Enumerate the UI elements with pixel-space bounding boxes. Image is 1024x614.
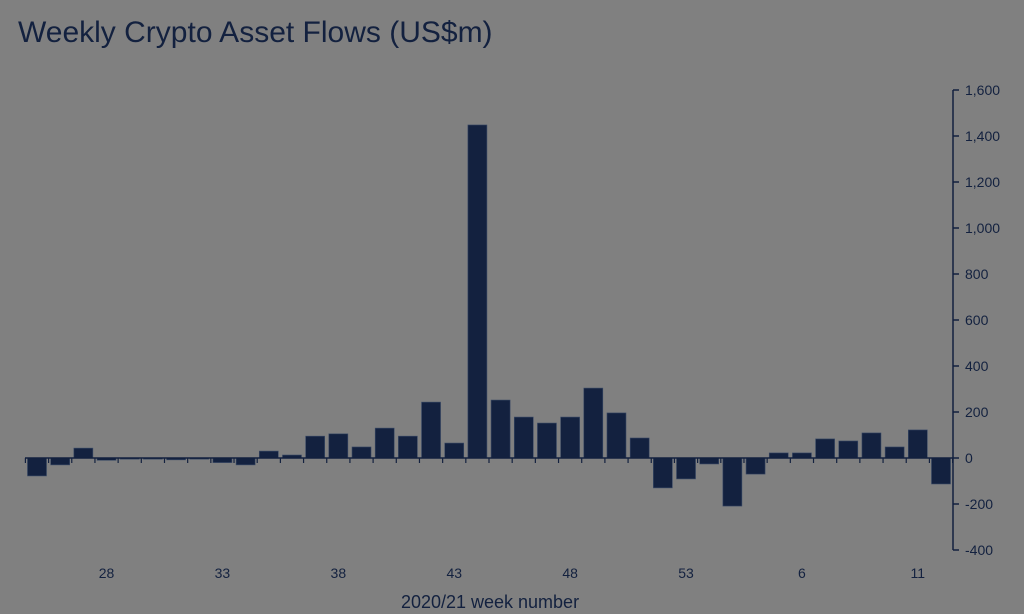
y-tick-label: 0	[965, 450, 973, 466]
x-tick-label: 43	[446, 565, 462, 581]
x-tick-label: 28	[99, 565, 115, 581]
x-tick-label: 6	[798, 565, 806, 581]
y-tick-label: 1,400	[965, 128, 1000, 144]
y-tick-label: 1,200	[965, 174, 1000, 190]
bar	[676, 457, 696, 480]
bar	[815, 438, 835, 459]
chart-title: Weekly Crypto Asset Flows (US$m)	[18, 16, 493, 49]
bar	[699, 457, 720, 465]
bar	[235, 457, 256, 466]
bar	[583, 387, 604, 459]
bar	[931, 457, 951, 485]
bar	[560, 416, 580, 459]
bar	[722, 457, 743, 507]
bar	[328, 433, 349, 459]
bar	[908, 429, 928, 459]
y-tick-label: -400	[965, 542, 993, 558]
x-axis-label: 2020/21 week number	[401, 592, 579, 612]
bar	[258, 450, 279, 459]
bar	[653, 457, 673, 489]
x-tick-label: 53	[678, 565, 694, 581]
y-tick-label: 1,000	[965, 220, 1000, 236]
bar	[490, 399, 511, 459]
bar	[374, 427, 395, 459]
bar	[884, 446, 905, 459]
bar	[50, 457, 70, 466]
bar	[792, 452, 812, 459]
bar	[606, 412, 627, 459]
bar	[305, 435, 325, 459]
bar	[421, 401, 441, 459]
bar	[768, 452, 789, 459]
y-tick-label: 1,600	[965, 82, 1000, 98]
x-tick-label: 11	[911, 565, 926, 581]
y-tick-label: 600	[965, 312, 989, 328]
y-tick-label: -200	[965, 496, 993, 512]
x-tick-label: 33	[215, 565, 231, 581]
bar	[861, 432, 882, 459]
bar	[537, 422, 557, 459]
y-tick-label: 800	[965, 266, 989, 282]
bar	[467, 124, 488, 459]
bar	[27, 457, 47, 477]
y-tick-label: 400	[965, 358, 989, 374]
bar	[444, 442, 465, 459]
x-tick-label: 48	[562, 565, 578, 581]
y-tick-label: 200	[965, 404, 989, 420]
bar	[513, 416, 534, 459]
bar	[398, 435, 418, 459]
bar	[838, 440, 859, 459]
bar	[351, 446, 372, 459]
x-tick-label: 38	[331, 565, 347, 581]
bar	[745, 457, 766, 475]
bar	[629, 437, 650, 459]
bar	[73, 447, 94, 459]
